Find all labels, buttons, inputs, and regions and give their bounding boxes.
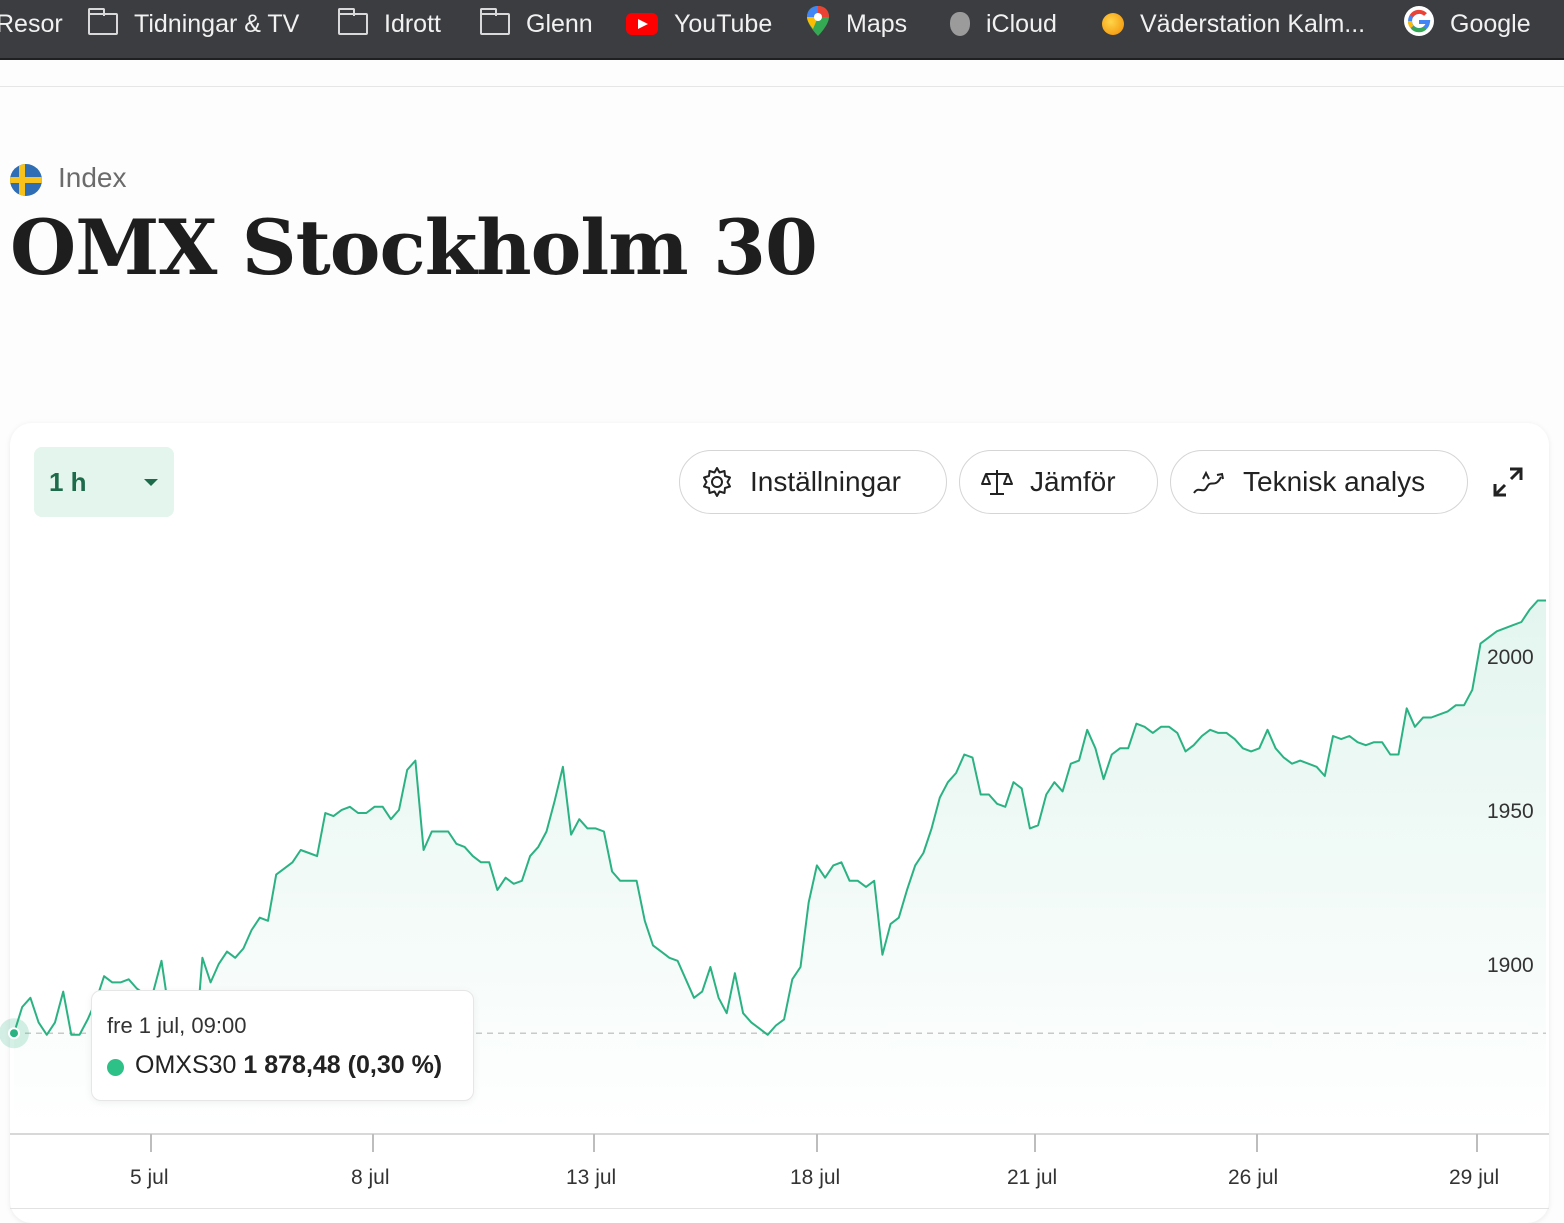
bookmark-tidningar-tv[interactable]: Tidningar & TV bbox=[87, 0, 300, 48]
bookmark-google[interactable]: Google bbox=[1404, 0, 1531, 48]
y-tick-label: 1950 bbox=[1487, 800, 1534, 823]
settings-label: Inställningar bbox=[750, 466, 901, 497]
x-tick bbox=[1476, 1134, 1478, 1152]
x-tick-label: 18 jul bbox=[790, 1166, 841, 1189]
x-tick-label: 29 jul bbox=[1449, 1166, 1500, 1189]
x-tick-label: 13 jul bbox=[566, 1166, 617, 1189]
bookmark-glenn[interactable]: Glenn bbox=[479, 0, 593, 48]
series-line-omxs30 bbox=[13, 599, 1546, 1061]
bookmark-label: Maps bbox=[846, 9, 908, 38]
x-tick-label: 26 jul bbox=[1228, 1166, 1279, 1189]
x-tick bbox=[372, 1134, 374, 1152]
maps-icon bbox=[806, 5, 830, 44]
instrument-category: Index bbox=[58, 162, 127, 193]
bookmark-label: Glenn bbox=[526, 9, 593, 38]
compare-button[interactable]: Jämför bbox=[959, 450, 1158, 514]
tooltip-date: fre 1 jul, 09:00 bbox=[107, 1013, 247, 1038]
bookmark-label: Idrott bbox=[384, 9, 441, 38]
bookmark-label: YouTube bbox=[674, 9, 773, 38]
x-tick bbox=[150, 1134, 152, 1152]
x-axis bbox=[10, 1133, 1549, 1135]
technical-analysis-label: Teknisk analys bbox=[1243, 466, 1426, 497]
youtube-icon bbox=[626, 13, 658, 35]
bookmark-resor[interactable]: Resor bbox=[0, 0, 63, 48]
trend-icon bbox=[1193, 470, 1224, 494]
bookmark-label: iCloud bbox=[986, 9, 1057, 38]
page-title: OMX Stockholm 30 bbox=[10, 203, 818, 292]
apple-icon bbox=[950, 12, 970, 36]
bookmark-label: Resor bbox=[0, 9, 63, 38]
chevron-down-icon bbox=[144, 479, 158, 486]
tooltip-symbol: OMXS30 bbox=[135, 1051, 237, 1079]
bookmark-icloud[interactable]: iCloud bbox=[950, 0, 1057, 48]
bookmark-label: Tidningar & TV bbox=[134, 9, 300, 38]
expand-icon[interactable] bbox=[1492, 466, 1524, 498]
settings-button[interactable]: Inställningar bbox=[679, 450, 947, 514]
x-tick-label: 5 jul bbox=[130, 1166, 169, 1189]
tooltip-value: 1 878,48 (0,30 %) bbox=[243, 1051, 443, 1079]
tooltip-value-row: OMXS30 1 878,48 (0,30 %) bbox=[135, 1051, 442, 1080]
bookmark-label: Google bbox=[1450, 9, 1531, 38]
period-select[interactable]: 1 h bbox=[34, 447, 174, 517]
x-tick bbox=[593, 1134, 595, 1152]
bookmark-youtube[interactable]: YouTube bbox=[626, 0, 772, 48]
sun-icon bbox=[1102, 13, 1124, 35]
chart-tooltip: fre 1 jul, 09:00 OMXS30 1 878,48 (0,30 %… bbox=[91, 990, 474, 1101]
scale-icon bbox=[981, 470, 1013, 495]
folder-icon bbox=[87, 8, 118, 35]
technical-analysis-button[interactable]: Teknisk analys bbox=[1170, 450, 1468, 514]
bookmark-idrott[interactable]: Idrott bbox=[337, 0, 441, 48]
x-tick bbox=[1256, 1134, 1258, 1152]
bookmark-maps[interactable]: Maps bbox=[806, 0, 907, 48]
x-tick bbox=[816, 1134, 818, 1152]
series-dot bbox=[107, 1059, 124, 1076]
folder-icon bbox=[337, 8, 368, 35]
sweden-flag-icon bbox=[10, 164, 42, 196]
x-tick bbox=[1034, 1134, 1036, 1152]
y-tick-label: 2000 bbox=[1487, 646, 1534, 669]
period-label: 1 h bbox=[49, 466, 87, 497]
bookmark-vaderstation[interactable]: Väderstation Kalm... bbox=[1102, 0, 1365, 48]
google-icon bbox=[1404, 5, 1434, 43]
y-tick-label: 1900 bbox=[1487, 954, 1534, 977]
hover-point bbox=[8, 1027, 20, 1040]
folder-icon bbox=[479, 8, 510, 35]
x-tick-label: 8 jul bbox=[351, 1166, 390, 1189]
gear-icon bbox=[703, 467, 731, 497]
page-divider bbox=[0, 86, 1564, 87]
x-tick-label: 21 jul bbox=[1007, 1166, 1058, 1189]
bookmark-label: Väderstation Kalm... bbox=[1140, 9, 1366, 38]
divider bbox=[10, 1208, 1549, 1209]
compare-label: Jämför bbox=[1030, 466, 1116, 497]
bookmarks-bar: Resor Tidningar & TV Idrott Glenn YouTub… bbox=[0, 0, 1564, 60]
